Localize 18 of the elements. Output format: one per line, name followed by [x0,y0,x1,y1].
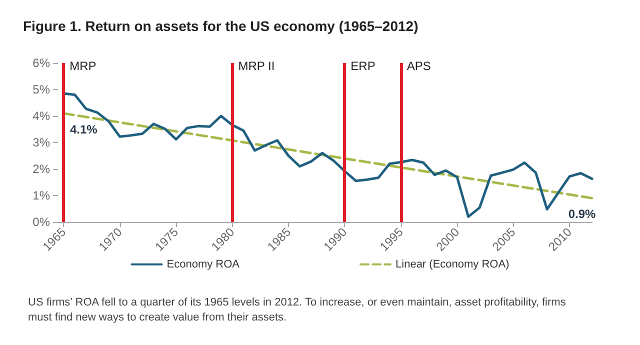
annotation: 0.9% [568,207,596,222]
ref-line-label: APS [406,59,431,73]
ref-line-label: MRP II [238,59,275,73]
y-tick-label: 5% [32,82,50,96]
y-tick-label: 4% [32,109,50,123]
text: US firms’ ROA fell to a quarter of its 1965 levels in 2012. To increase, or even maintain, asset profitability, firms must find new ways to create value from their assets. [28,296,569,324]
y-tick-label: 1% [32,188,50,202]
legend-label: Economy ROA [166,258,240,270]
chart-title: Figure 1. Return on assets for the US economy (1965–2012) [23,18,418,34]
y-tick-label: 3% [32,136,50,150]
line-series [62,92,594,218]
y-tick-label: 0% [32,215,50,229]
legend-label: Linear (Economy ROA) [396,258,510,270]
y-tick-label: 6% [32,56,50,70]
ref-line-label: MRP [70,59,96,73]
y-tick-label: 2% [32,162,50,176]
ref-line-label: ERP [350,59,376,73]
annotation: 4.1% [70,122,98,136]
